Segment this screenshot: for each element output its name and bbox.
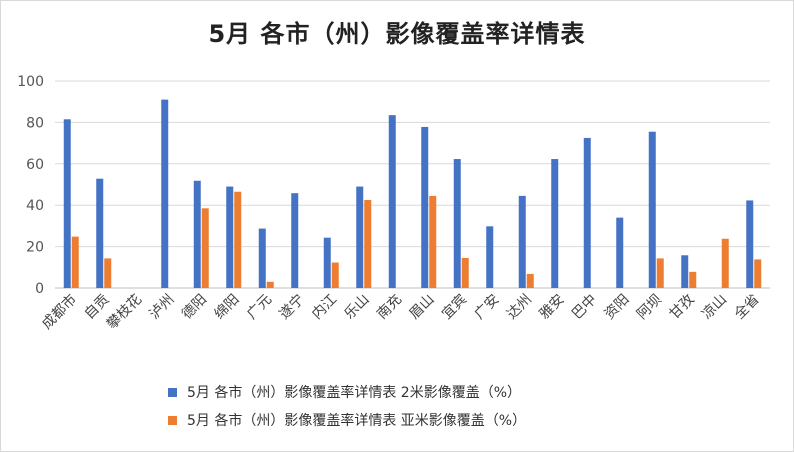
bar-2m-6: [258, 228, 266, 288]
bar-2m-1: [96, 178, 104, 288]
bar-submeter-14: [526, 273, 534, 288]
bar-2m-15: [551, 159, 559, 288]
legend-item-submeter: 5月 各市（州）影像覆盖率详情表 亚米影像覆盖（%）: [168, 410, 526, 430]
bar-submeter-11: [429, 195, 437, 288]
bar-submeter-5: [234, 191, 242, 288]
legend-item-2m: 5月 各市（州）影像覆盖率详情表 2米影像覆盖（%）: [168, 382, 521, 402]
bar-submeter-4: [201, 208, 209, 288]
bar-2m-19: [681, 255, 689, 288]
bar-2m-10: [388, 115, 396, 288]
bar-2m-0: [63, 119, 71, 288]
x-category-label: 凉山: [699, 292, 730, 323]
bar-2m-12: [453, 159, 461, 288]
x-category-label: 内江: [309, 292, 340, 323]
bar-submeter-12: [461, 257, 469, 288]
y-tick-label: 60: [26, 157, 44, 173]
bar-2m-13: [486, 226, 494, 288]
bar-2m-3: [161, 99, 169, 288]
bar-submeter-0: [71, 236, 79, 288]
bar-2m-16: [583, 137, 591, 288]
x-category-label: 阿坝: [634, 292, 665, 323]
bar-2m-17: [616, 217, 624, 288]
bar-2m-11: [421, 126, 429, 288]
x-category-label: 乐山: [341, 292, 372, 323]
x-category-label: 泸州: [146, 292, 177, 323]
x-category-label: 资阳: [601, 292, 632, 323]
x-category-label: 攀枝花: [104, 292, 145, 333]
x-category-label: 广元: [244, 292, 275, 323]
legend-label-2m: 5月 各市（州）影像覆盖率详情表 2米影像覆盖（%）: [187, 385, 522, 401]
x-category-label: 雅安: [536, 292, 567, 323]
y-tick-label: 20: [26, 240, 44, 256]
x-category-label: 德阳: [179, 292, 210, 323]
x-category-label: 广安: [471, 292, 502, 323]
bar-2m-21: [746, 200, 754, 288]
x-category-label: 达州: [504, 292, 535, 323]
bar-submeter-20: [721, 238, 729, 288]
bar-submeter-18: [656, 258, 664, 288]
x-category-label: 宜宾: [439, 292, 470, 323]
x-category-label: 眉山: [406, 292, 437, 323]
x-category-label: 绵阳: [211, 291, 243, 323]
bar-submeter-6: [266, 281, 274, 288]
bar-2m-8: [323, 237, 331, 288]
bar-2m-7: [291, 193, 299, 288]
legend-label-submeter: 5月 各市（州）影像覆盖率详情表 亚米影像覆盖（%）: [187, 413, 527, 429]
y-tick-label: 80: [26, 115, 44, 131]
x-category-label: 成都市: [38, 291, 80, 333]
bar-submeter-8: [331, 262, 339, 288]
legend-swatch-submeter: [168, 415, 177, 425]
bar-submeter-1: [104, 258, 112, 288]
x-category-label: 遂宁: [276, 291, 308, 323]
x-category-label: 全省: [731, 291, 763, 323]
bar-2m-9: [356, 186, 364, 288]
bar-submeter-19: [689, 271, 697, 288]
bar-submeter-21: [754, 259, 762, 288]
bar-2m-5: [226, 186, 234, 288]
bar-2m-4: [193, 180, 201, 288]
bar-2m-18: [648, 131, 656, 288]
y-tick-label: 0: [35, 281, 44, 297]
y-tick-label: 100: [17, 74, 44, 90]
legend-swatch-2m: [168, 387, 177, 397]
bar-submeter-9: [364, 200, 372, 288]
x-category-label: 南充: [374, 292, 405, 323]
x-category-label: 巴中: [569, 292, 600, 323]
x-category-label: 甘孜: [666, 292, 697, 323]
chart-title: 5月 各市（州）影像覆盖率详情表: [208, 20, 586, 48]
bar-2m-14: [518, 195, 526, 288]
y-tick-label: 40: [26, 198, 44, 214]
